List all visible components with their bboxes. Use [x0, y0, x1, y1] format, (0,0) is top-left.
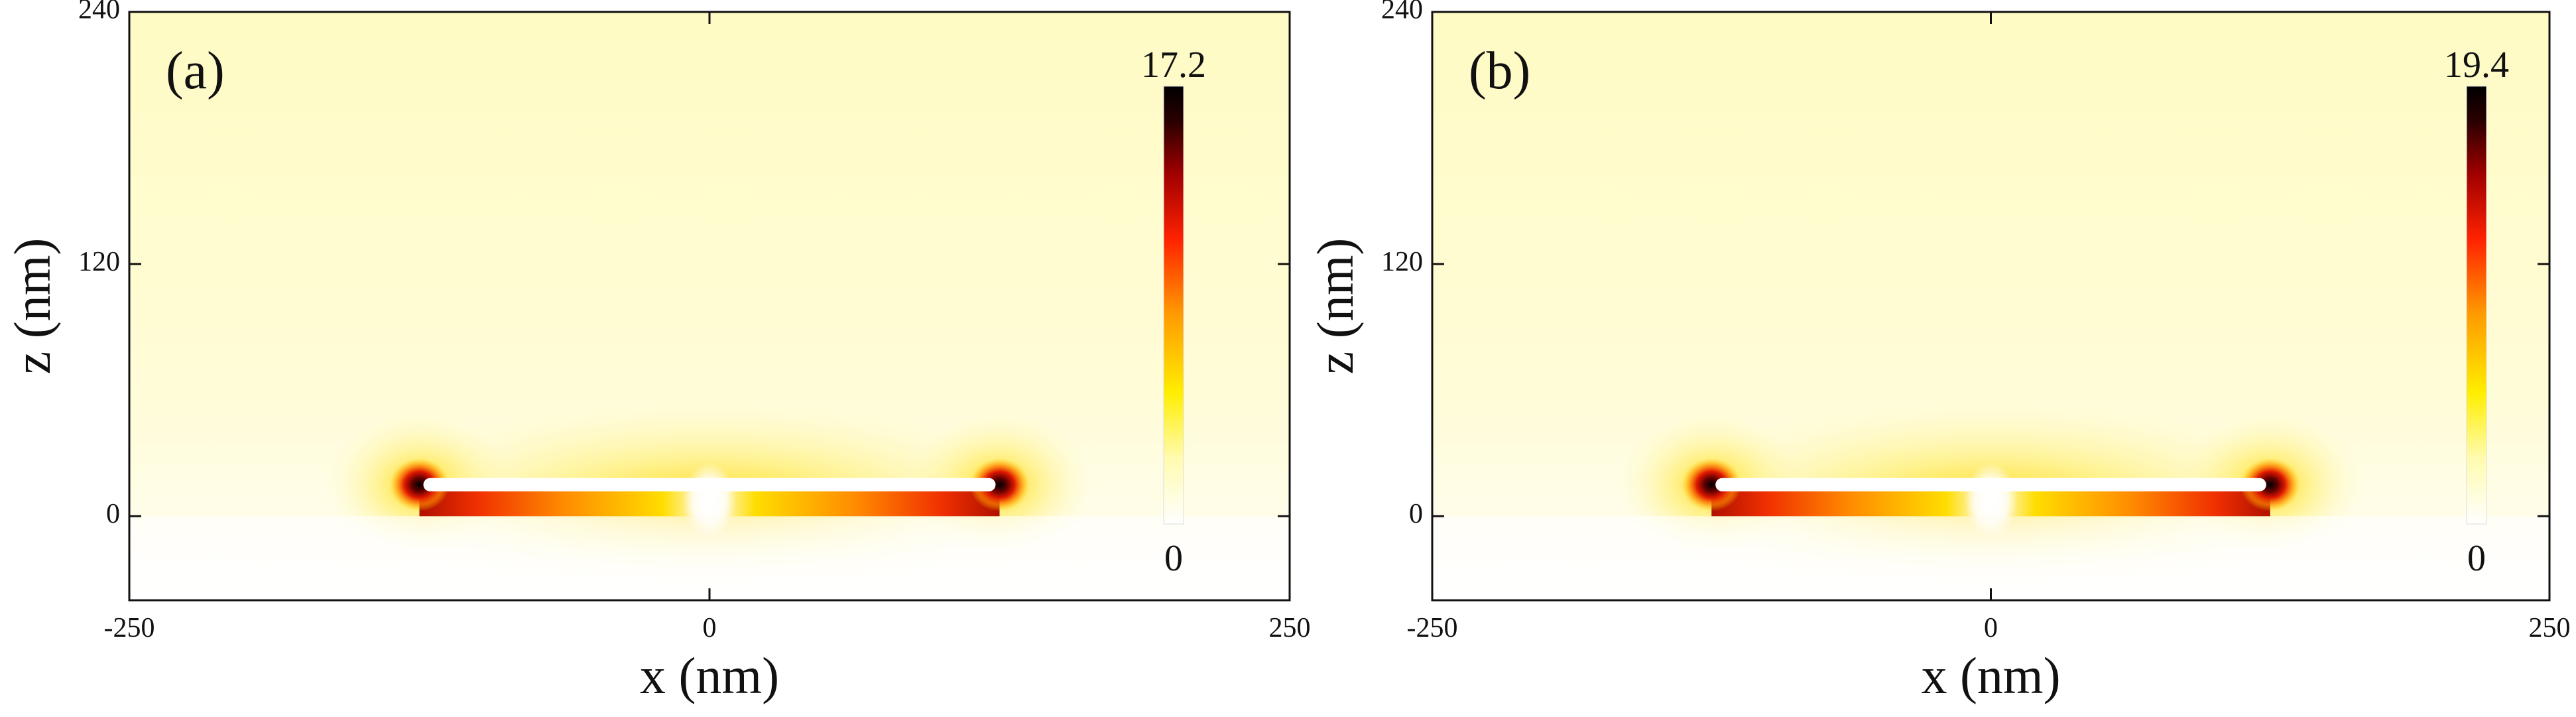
colorbar-max-label: 19.4 — [2444, 44, 2509, 86]
y-axis-label: z (nm) — [1306, 238, 1364, 375]
nanorod — [1715, 478, 2266, 491]
panel-a: 0 120 240 -250 0 250 x (nm) z (nm) (a) 17.2 0 — [3, 0, 1311, 704]
panel-b: 0 120 240 -250 0 250 x (nm) z (nm) (b) 19.4 0 — [1306, 0, 2571, 704]
ytick-label: 120 — [78, 247, 120, 277]
field-map — [1432, 12, 2549, 600]
colorbar — [2466, 86, 2487, 525]
field-map — [129, 12, 1290, 600]
y-axis-label: z (nm) — [3, 238, 61, 375]
x-axis-label: x (nm) — [640, 647, 779, 704]
x-axis-label: x (nm) — [1921, 647, 2060, 704]
colorbar-max-label: 17.2 — [1141, 44, 1206, 86]
xtick-label: 250 — [2529, 613, 2571, 643]
colorbar-min-label: 0 — [1164, 538, 1183, 579]
xtick-label: 250 — [1269, 613, 1311, 643]
xtick-label: -250 — [1407, 613, 1458, 643]
xtick-label: -250 — [104, 613, 155, 643]
colorbar — [1163, 86, 1184, 525]
panel-label: (a) — [166, 42, 225, 100]
panel-label: (b) — [1469, 42, 1530, 100]
ytick-label: 120 — [1381, 247, 1423, 277]
center-gap — [683, 462, 736, 539]
xtick-label: 0 — [703, 613, 717, 643]
hotspot-right — [969, 458, 1030, 511]
ytick-label: 240 — [78, 0, 120, 25]
center-gap — [1964, 462, 2018, 539]
ytick-label: 0 — [1409, 499, 1423, 529]
nanorod — [423, 478, 996, 491]
xtick-label: 0 — [1984, 613, 1998, 643]
ytick-label: 0 — [106, 499, 120, 529]
hotspot-left — [389, 458, 450, 511]
colorbar-min-label: 0 — [2467, 538, 2486, 579]
hotspot-left — [1682, 458, 1742, 511]
hotspot-right — [2240, 458, 2300, 511]
ytick-label: 240 — [1381, 0, 1423, 25]
